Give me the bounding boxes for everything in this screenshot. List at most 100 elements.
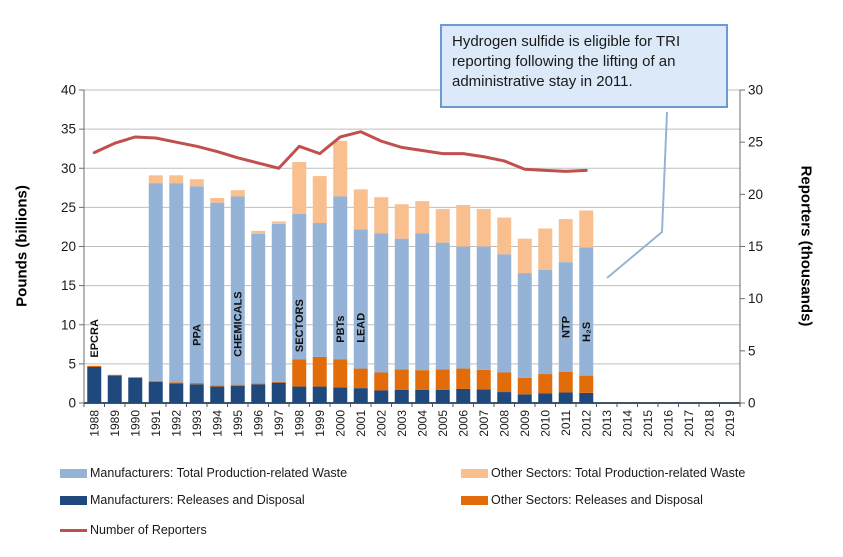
bar-2011-oth-releases — [558, 371, 573, 393]
bar-1995-oth-releases — [230, 384, 245, 386]
bar-2006-oth-releases — [456, 368, 471, 389]
bar-2012-mfr-tpw — [579, 247, 594, 376]
right-axis-tick-label: 10 — [748, 291, 763, 306]
bar-1991-oth-releases — [148, 380, 163, 382]
legend-label: Number of Reporters — [90, 523, 207, 537]
bar-2002-mfr-releases — [374, 390, 389, 403]
bar-2009-oth-releases — [517, 377, 532, 395]
bar-2003-oth-releases — [394, 369, 409, 390]
bar-2007-mfr-releases — [476, 389, 491, 403]
bar-2008-oth-releases — [497, 372, 512, 393]
bar-1997-mfr-releases — [271, 382, 286, 403]
bar-2011-oth-tpw — [558, 219, 573, 263]
bar-1988-oth-releases — [87, 365, 102, 368]
bar-1999-mfr-tpw — [312, 223, 327, 357]
legend-swatch-reporters-line — [60, 528, 87, 532]
annotation-callout-box: Hydrogen sulfide is eligible for TRI rep… — [440, 24, 728, 108]
right-axis-tick-label: 30 — [748, 83, 763, 98]
bar-2004-oth-releases — [415, 370, 430, 390]
bar-2009-mfr-releases — [517, 394, 532, 403]
bar-2000-oth-releases — [333, 359, 348, 388]
bar-2011-mfr-releases — [558, 392, 573, 403]
bar-1989-oth-releases — [107, 374, 122, 376]
x-axis-year-label: 2014 — [620, 410, 634, 437]
bar-2003-mfr-tpw — [394, 238, 409, 370]
bar-1992-mfr-tpw — [169, 183, 184, 383]
bar-2002-mfr-tpw — [374, 233, 389, 373]
bar-1997-oth-releases — [271, 381, 286, 383]
bar-2001-oth-releases — [353, 368, 368, 389]
bar-1998-mfr-tpw — [292, 213, 307, 360]
bar-1993-oth-tpw — [189, 179, 204, 187]
bar-2004-oth-tpw — [415, 201, 430, 234]
milestone-label-ppa: PPA — [192, 324, 204, 346]
left-axis-tick-label: 10 — [61, 317, 76, 332]
x-axis-year-label: 1992 — [169, 410, 183, 437]
bar-2001-oth-tpw — [353, 189, 368, 230]
bar-2003-oth-tpw — [394, 204, 409, 239]
bar-2004-mfr-releases — [415, 389, 430, 403]
legend-item-reporters: Number of Reporters — [60, 523, 207, 537]
annotation-leader-line — [606, 111, 668, 279]
x-axis-year-label: 2016 — [661, 410, 675, 437]
right-axis-tick-label: 0 — [748, 396, 756, 411]
bar-1996-oth-releases — [251, 383, 266, 385]
bar-1993-mfr-releases — [189, 384, 204, 403]
x-axis-year-label: 2003 — [395, 410, 409, 437]
bar-2006-mfr-tpw — [456, 246, 471, 369]
x-axis-year-label: 2002 — [374, 410, 388, 437]
bar-2012-oth-tpw — [579, 210, 594, 248]
bar-2000-mfr-tpw — [333, 196, 348, 360]
bar-2008-oth-tpw — [497, 217, 512, 255]
left-axis-tick-label: 0 — [68, 396, 76, 411]
bar-1998-oth-tpw — [292, 161, 307, 214]
left-axis-title: Pounds (billions) — [13, 185, 31, 307]
bar-1991-mfr-releases — [148, 381, 163, 403]
milestone-label-hs: H₂S — [581, 322, 593, 342]
right-axis-tick-label: 15 — [748, 239, 763, 254]
left-axis-tick-label: 5 — [68, 356, 76, 371]
bar-2010-oth-tpw — [538, 228, 553, 270]
legend-item-oth-tpw: Other Sectors: Total Production-related … — [461, 466, 745, 480]
x-axis-year-label: 1993 — [190, 410, 204, 437]
bar-1992-oth-tpw — [169, 175, 184, 184]
bar-2012-mfr-releases — [579, 392, 594, 403]
x-axis-year-label: 2005 — [436, 410, 450, 437]
bar-1994-mfr-tpw — [210, 202, 225, 386]
x-axis-year-label: 1997 — [272, 410, 286, 437]
milestone-label-epcra: EPCRA — [89, 319, 101, 358]
left-axis-tick-label: 15 — [61, 278, 76, 293]
bar-1994-oth-releases — [210, 385, 225, 387]
left-axis-tick-label: 40 — [61, 83, 76, 98]
legend-swatch-mfr-tpw — [60, 468, 87, 478]
x-axis-year-label: 2011 — [559, 410, 573, 436]
bar-2000-oth-tpw — [333, 140, 348, 197]
bar-1996-mfr-tpw — [251, 233, 266, 384]
bar-2008-mfr-releases — [497, 392, 512, 403]
bar-1993-mfr-tpw — [189, 186, 204, 384]
legend-label: Manufacturers: Total Production-related … — [90, 466, 348, 480]
legend-item-mfr-releases: Manufacturers: Releases and Disposal — [60, 493, 305, 507]
milestone-label-lead: LEAD — [356, 313, 368, 343]
bar-1999-mfr-releases — [312, 386, 327, 403]
bar-1992-oth-releases — [169, 382, 184, 384]
x-axis-year-label: 1998 — [292, 410, 306, 437]
bar-1992-mfr-releases — [169, 383, 184, 403]
x-axis-year-label: 1989 — [108, 410, 122, 437]
milestone-label-sectors: SECTORS — [294, 299, 306, 352]
bar-2004-mfr-tpw — [415, 233, 430, 371]
x-axis-year-label: 1995 — [231, 410, 245, 437]
bar-1988-mfr-releases — [87, 367, 102, 403]
number-of-reporters-line — [92, 130, 588, 173]
bar-2001-mfr-tpw — [353, 229, 368, 369]
left-axis-tick-label: 25 — [61, 200, 76, 215]
x-axis-year-label: 2001 — [354, 410, 368, 437]
x-axis-year-label: 1988 — [87, 410, 101, 437]
bar-2009-mfr-tpw — [517, 273, 532, 378]
x-axis-year-label: 2004 — [415, 410, 429, 437]
x-axis-year-label: 1990 — [128, 410, 142, 437]
right-axis-tick-label: 25 — [748, 135, 763, 150]
bar-1996-mfr-releases — [251, 384, 266, 403]
legend-item-oth-releases: Other Sectors: Releases and Disposal — [461, 493, 703, 507]
